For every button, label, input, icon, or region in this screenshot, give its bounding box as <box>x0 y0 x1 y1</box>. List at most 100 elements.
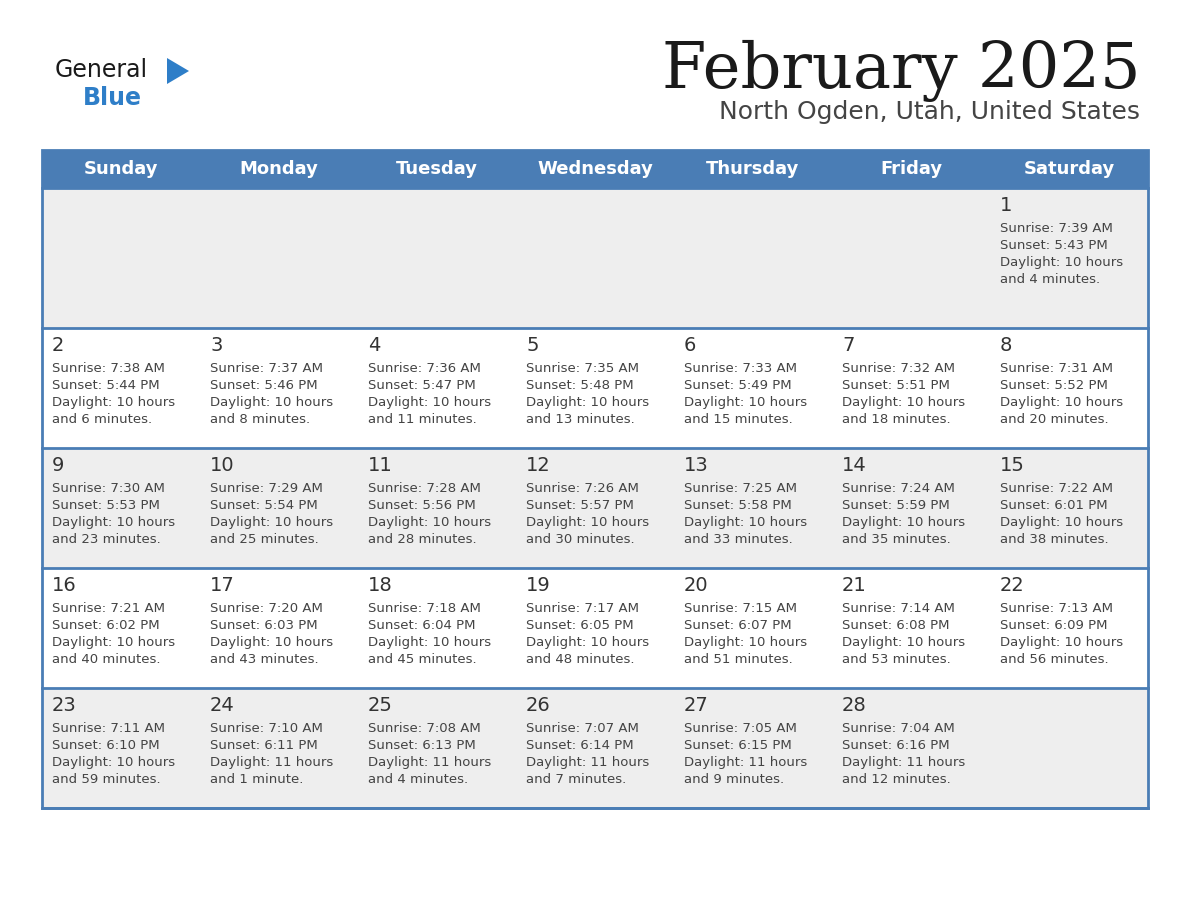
Text: Thursday: Thursday <box>707 160 800 178</box>
Text: Daylight: 10 hours: Daylight: 10 hours <box>52 516 175 529</box>
Text: and 9 minutes.: and 9 minutes. <box>684 773 784 786</box>
Text: 12: 12 <box>526 456 551 475</box>
Text: Sunrise: 7:04 AM: Sunrise: 7:04 AM <box>842 722 955 735</box>
Text: 18: 18 <box>368 576 393 595</box>
Text: Sunrise: 7:13 AM: Sunrise: 7:13 AM <box>1000 602 1113 615</box>
Bar <box>42 150 1148 808</box>
Bar <box>42 328 1148 448</box>
Text: Sunset: 6:11 PM: Sunset: 6:11 PM <box>210 739 317 752</box>
Text: Daylight: 10 hours: Daylight: 10 hours <box>526 396 649 409</box>
Text: Sunrise: 7:35 AM: Sunrise: 7:35 AM <box>526 362 639 375</box>
Text: 8: 8 <box>1000 336 1012 355</box>
Text: 13: 13 <box>684 456 709 475</box>
Text: Daylight: 10 hours: Daylight: 10 hours <box>1000 396 1123 409</box>
Text: North Ogden, Utah, United States: North Ogden, Utah, United States <box>719 100 1140 124</box>
Text: Daylight: 10 hours: Daylight: 10 hours <box>526 636 649 649</box>
Text: Saturday: Saturday <box>1023 160 1114 178</box>
Text: Tuesday: Tuesday <box>396 160 478 178</box>
Text: Daylight: 10 hours: Daylight: 10 hours <box>1000 636 1123 649</box>
Text: Sunrise: 7:33 AM: Sunrise: 7:33 AM <box>684 362 797 375</box>
Text: Sunset: 6:16 PM: Sunset: 6:16 PM <box>842 739 949 752</box>
Text: 14: 14 <box>842 456 867 475</box>
Text: 16: 16 <box>52 576 77 595</box>
Text: Daylight: 10 hours: Daylight: 10 hours <box>368 516 491 529</box>
Bar <box>42 188 1148 328</box>
Text: Sunrise: 7:29 AM: Sunrise: 7:29 AM <box>210 482 323 495</box>
Text: and 53 minutes.: and 53 minutes. <box>842 653 950 666</box>
Text: Sunrise: 7:37 AM: Sunrise: 7:37 AM <box>210 362 323 375</box>
Text: and 59 minutes.: and 59 minutes. <box>52 773 160 786</box>
Text: Daylight: 10 hours: Daylight: 10 hours <box>526 516 649 529</box>
Polygon shape <box>168 58 189 84</box>
Text: Sunrise: 7:26 AM: Sunrise: 7:26 AM <box>526 482 639 495</box>
Bar <box>42 688 1148 808</box>
Text: Daylight: 10 hours: Daylight: 10 hours <box>210 516 333 529</box>
Text: Sunrise: 7:25 AM: Sunrise: 7:25 AM <box>684 482 797 495</box>
Text: Sunday: Sunday <box>83 160 158 178</box>
Text: 25: 25 <box>368 696 393 715</box>
Text: Friday: Friday <box>880 160 942 178</box>
Text: Daylight: 10 hours: Daylight: 10 hours <box>368 636 491 649</box>
Text: 20: 20 <box>684 576 708 595</box>
Text: 28: 28 <box>842 696 867 715</box>
Text: Daylight: 10 hours: Daylight: 10 hours <box>842 516 965 529</box>
Text: Sunset: 5:43 PM: Sunset: 5:43 PM <box>1000 239 1107 252</box>
Text: Sunset: 6:07 PM: Sunset: 6:07 PM <box>684 619 791 632</box>
Text: 26: 26 <box>526 696 551 715</box>
Text: Sunset: 5:57 PM: Sunset: 5:57 PM <box>526 499 634 512</box>
Text: Daylight: 10 hours: Daylight: 10 hours <box>684 396 807 409</box>
Text: Daylight: 11 hours: Daylight: 11 hours <box>526 756 650 769</box>
Text: Blue: Blue <box>83 86 143 110</box>
Text: Sunset: 5:56 PM: Sunset: 5:56 PM <box>368 499 475 512</box>
Text: Daylight: 10 hours: Daylight: 10 hours <box>1000 516 1123 529</box>
Text: Sunset: 6:03 PM: Sunset: 6:03 PM <box>210 619 317 632</box>
Text: Sunrise: 7:07 AM: Sunrise: 7:07 AM <box>526 722 639 735</box>
Bar <box>42 568 1148 688</box>
Text: Sunrise: 7:30 AM: Sunrise: 7:30 AM <box>52 482 165 495</box>
Text: and 30 minutes.: and 30 minutes. <box>526 533 634 546</box>
Text: Sunset: 6:10 PM: Sunset: 6:10 PM <box>52 739 159 752</box>
Text: Daylight: 11 hours: Daylight: 11 hours <box>368 756 492 769</box>
Text: Daylight: 11 hours: Daylight: 11 hours <box>684 756 808 769</box>
Text: Sunset: 5:52 PM: Sunset: 5:52 PM <box>1000 379 1108 392</box>
Text: Daylight: 10 hours: Daylight: 10 hours <box>684 516 807 529</box>
Text: 22: 22 <box>1000 576 1025 595</box>
Text: and 51 minutes.: and 51 minutes. <box>684 653 792 666</box>
Text: Daylight: 10 hours: Daylight: 10 hours <box>684 636 807 649</box>
Text: Daylight: 10 hours: Daylight: 10 hours <box>52 756 175 769</box>
Text: Sunrise: 7:11 AM: Sunrise: 7:11 AM <box>52 722 165 735</box>
Text: Sunrise: 7:24 AM: Sunrise: 7:24 AM <box>842 482 955 495</box>
Text: and 45 minutes.: and 45 minutes. <box>368 653 476 666</box>
Text: Sunset: 6:13 PM: Sunset: 6:13 PM <box>368 739 475 752</box>
Text: 17: 17 <box>210 576 235 595</box>
Text: Daylight: 10 hours: Daylight: 10 hours <box>842 396 965 409</box>
Text: and 20 minutes.: and 20 minutes. <box>1000 413 1108 426</box>
Text: Daylight: 10 hours: Daylight: 10 hours <box>52 396 175 409</box>
Text: Daylight: 11 hours: Daylight: 11 hours <box>842 756 965 769</box>
Text: and 38 minutes.: and 38 minutes. <box>1000 533 1108 546</box>
Text: Sunset: 5:51 PM: Sunset: 5:51 PM <box>842 379 950 392</box>
Text: 19: 19 <box>526 576 551 595</box>
Text: Sunrise: 7:22 AM: Sunrise: 7:22 AM <box>1000 482 1113 495</box>
Text: 4: 4 <box>368 336 380 355</box>
Text: Sunset: 6:14 PM: Sunset: 6:14 PM <box>526 739 633 752</box>
Text: and 35 minutes.: and 35 minutes. <box>842 533 950 546</box>
Text: February 2025: February 2025 <box>662 40 1140 102</box>
Text: Sunrise: 7:18 AM: Sunrise: 7:18 AM <box>368 602 481 615</box>
Text: Sunset: 6:02 PM: Sunset: 6:02 PM <box>52 619 159 632</box>
Text: Sunrise: 7:20 AM: Sunrise: 7:20 AM <box>210 602 323 615</box>
Text: Sunset: 6:09 PM: Sunset: 6:09 PM <box>1000 619 1107 632</box>
Text: Sunrise: 7:21 AM: Sunrise: 7:21 AM <box>52 602 165 615</box>
Text: Daylight: 10 hours: Daylight: 10 hours <box>52 636 175 649</box>
Text: Sunrise: 7:05 AM: Sunrise: 7:05 AM <box>684 722 797 735</box>
Text: Sunrise: 7:14 AM: Sunrise: 7:14 AM <box>842 602 955 615</box>
Text: Wednesday: Wednesday <box>537 160 653 178</box>
Text: Sunrise: 7:28 AM: Sunrise: 7:28 AM <box>368 482 481 495</box>
Text: Sunset: 6:05 PM: Sunset: 6:05 PM <box>526 619 633 632</box>
Text: Daylight: 10 hours: Daylight: 10 hours <box>1000 256 1123 269</box>
Text: and 8 minutes.: and 8 minutes. <box>210 413 310 426</box>
Bar <box>42 150 1148 188</box>
Text: Sunrise: 7:38 AM: Sunrise: 7:38 AM <box>52 362 165 375</box>
Text: 15: 15 <box>1000 456 1025 475</box>
Text: Sunrise: 7:08 AM: Sunrise: 7:08 AM <box>368 722 481 735</box>
